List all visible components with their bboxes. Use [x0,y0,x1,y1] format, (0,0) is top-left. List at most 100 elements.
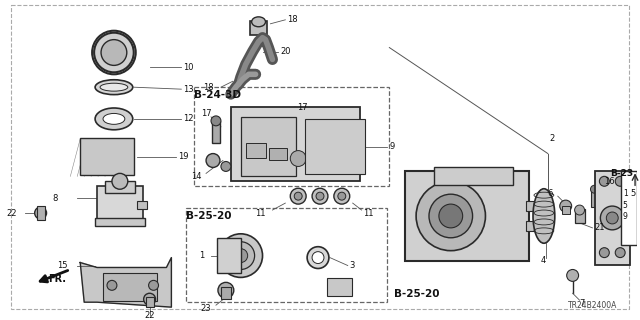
Circle shape [107,280,117,290]
Text: 5: 5 [630,189,636,198]
Circle shape [143,293,156,305]
Text: 22: 22 [145,310,155,320]
Text: 19: 19 [179,152,189,161]
Bar [97,186,143,220]
Text: 1: 1 [199,251,204,260]
Bar [591,189,597,207]
Text: 8: 8 [52,194,58,203]
Ellipse shape [95,80,132,95]
Text: 3: 3 [349,261,355,270]
Bar [105,181,135,193]
Polygon shape [80,258,172,307]
Text: 16: 16 [604,177,615,186]
Text: 4: 4 [540,256,545,265]
Text: 9: 9 [623,212,628,221]
Circle shape [291,188,306,204]
Text: 7: 7 [580,299,585,308]
Text: TR24B2400A: TR24B2400A [568,301,617,310]
Bar [80,138,134,175]
Text: FR.: FR. [49,274,67,284]
Circle shape [312,188,328,204]
Text: 17: 17 [297,102,308,111]
Text: 9: 9 [389,142,395,151]
Text: 11: 11 [364,209,374,218]
Bar [562,206,570,214]
Circle shape [294,192,302,200]
Circle shape [615,248,625,258]
Circle shape [291,151,306,166]
Text: 6: 6 [547,189,553,198]
Circle shape [35,207,47,219]
Circle shape [221,162,231,172]
Circle shape [112,173,128,189]
Bar [241,117,296,176]
Circle shape [334,188,349,204]
Text: 5: 5 [623,201,628,210]
Bar [269,148,287,159]
Text: 10: 10 [183,63,194,72]
Text: 2: 2 [550,134,555,143]
Circle shape [211,116,221,126]
Bar [137,201,147,209]
Bar [217,238,241,273]
Bar [250,21,268,35]
Bar [102,274,157,301]
Text: 20: 20 [280,47,291,56]
Text: B-23: B-23 [611,169,634,178]
Circle shape [227,242,255,269]
Bar [212,121,220,143]
Text: 1: 1 [623,189,628,198]
Text: 18: 18 [204,83,214,92]
Bar [621,171,637,245]
Text: 22: 22 [6,209,17,218]
Circle shape [591,185,598,193]
Circle shape [615,176,625,186]
Text: B-25-20: B-25-20 [394,289,440,299]
Text: B-24-3D: B-24-3D [194,90,241,100]
Bar [186,208,387,302]
Circle shape [234,249,248,262]
Bar [194,87,389,186]
Bar [146,297,154,307]
Text: 15: 15 [57,261,67,270]
Bar [525,221,540,231]
Bar [595,171,630,265]
Text: 17: 17 [201,109,211,118]
Circle shape [416,181,486,251]
Circle shape [560,200,572,212]
Text: 12: 12 [183,114,194,124]
Circle shape [219,234,262,277]
Circle shape [206,154,220,167]
Bar [221,287,231,299]
Circle shape [606,212,618,224]
Circle shape [439,204,463,228]
Circle shape [575,205,584,215]
Circle shape [429,194,472,238]
Circle shape [600,206,624,230]
Text: 21: 21 [595,223,605,232]
Bar [231,107,360,181]
Bar [434,167,513,185]
Ellipse shape [533,189,555,243]
Bar [328,278,352,296]
Text: 14: 14 [191,172,201,181]
Circle shape [338,192,346,200]
Bar [246,143,266,158]
Circle shape [218,282,234,298]
Circle shape [94,33,134,72]
Ellipse shape [312,252,324,264]
Ellipse shape [252,17,266,27]
Text: B-25-20: B-25-20 [186,211,232,221]
Circle shape [600,176,609,186]
Text: 23: 23 [200,304,211,313]
Circle shape [566,269,579,281]
Bar [404,172,529,260]
Bar [525,201,540,211]
Bar [95,218,145,226]
Bar [575,209,584,223]
Ellipse shape [100,83,128,91]
Bar [305,119,365,174]
Circle shape [148,280,159,290]
Circle shape [316,192,324,200]
Circle shape [101,40,127,65]
